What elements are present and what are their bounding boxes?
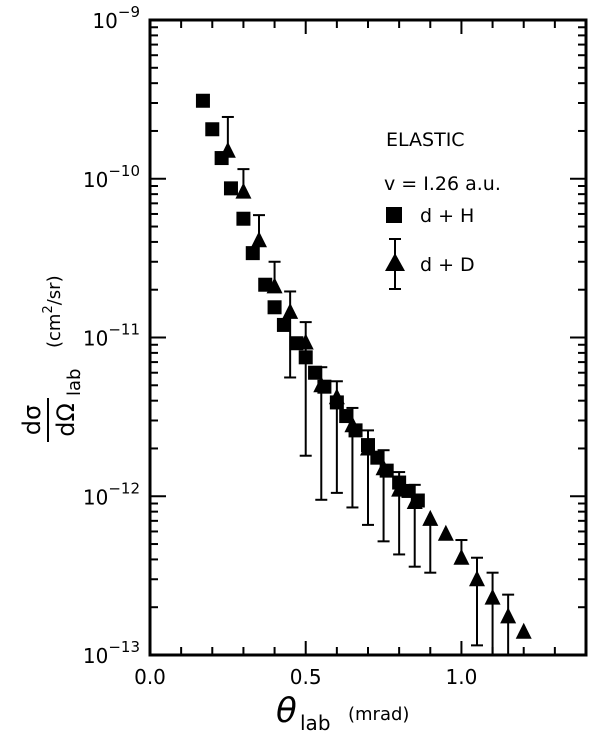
data-point-square (276, 317, 291, 332)
data-point-square (236, 211, 251, 226)
y-tick-label: 10−11 (83, 321, 140, 351)
data-point-triangle (297, 333, 314, 350)
data-point-square (308, 365, 323, 380)
x-axis-label: θ lab (mrad) (276, 691, 409, 732)
data-point-triangle (313, 376, 330, 393)
y-axis-unit-post: /sr) (44, 275, 65, 305)
error-bars (221, 115, 515, 656)
data-point-triangle (251, 231, 267, 248)
plot-frame (148, 18, 588, 657)
data-point-square (258, 277, 273, 292)
y-tick-label: 10−9 (92, 3, 140, 33)
data-point-triangle (266, 277, 283, 294)
data-point-square (205, 122, 220, 137)
legend-triangle-marker (385, 253, 405, 271)
data-point-square (195, 93, 210, 108)
data-point-triangle (515, 622, 532, 639)
y-tick-label: 10−12 (83, 479, 140, 509)
data-point-triangle (235, 182, 252, 199)
data-point-triangle (437, 524, 454, 541)
data-point-triangle (469, 570, 485, 587)
y-axis-ticks: 10−13 10−12 10−11 10−10 10−9 (83, 3, 586, 668)
data-point-triangle (500, 607, 517, 624)
y-axis-unit-sup: 2 (41, 305, 56, 313)
x-axis-unit: (mrad) (348, 704, 409, 725)
data-point-square (267, 300, 282, 315)
y-axis-label: dσ dΩ lab (cm2/sr) (18, 275, 85, 442)
legend: d + H d + D (385, 205, 475, 290)
data-point-triangle (219, 141, 236, 158)
y-axis-subscript: lab (64, 369, 85, 396)
data-point-triangle (282, 302, 299, 319)
data-point-triangle (344, 416, 361, 433)
y-tick-label: 10−10 (83, 162, 140, 192)
data-point-triangle (422, 509, 439, 526)
data-point-triangle (484, 588, 501, 605)
data-point-triangle (360, 439, 376, 456)
y-axis-unit: (cm2/sr) (41, 275, 65, 348)
data-point-square (223, 181, 238, 196)
x-tick-label: 1.0 (446, 665, 478, 689)
data-point-square (339, 409, 354, 424)
data-point-triangle (453, 548, 470, 565)
legend-label-dd: d + D (420, 254, 475, 276)
data-point-square (298, 350, 313, 365)
data-markers (195, 93, 532, 639)
data-point-triangle (391, 480, 408, 497)
data-point-triangle (375, 459, 392, 476)
y-axis-fraction-denominator: dΩ (52, 403, 80, 437)
annotation-elastic: ELASTIC (386, 129, 465, 151)
x-axis-symbol: θ (276, 691, 297, 731)
x-tick-label: 0.0 (134, 665, 166, 689)
legend-square-marker (386, 207, 402, 223)
x-tick-label: 0.5 (290, 665, 322, 689)
x-axis-ticks: 0.0 0.5 1.0 (134, 20, 556, 689)
data-point-triangle (328, 388, 345, 405)
data-point-triangle (406, 492, 423, 509)
annotation-velocity: v = I.26 a.u. (384, 173, 501, 195)
x-axis-subscript: lab (300, 711, 331, 732)
legend-label-dh: d + H (420, 205, 474, 227)
data-point-square (245, 246, 260, 261)
y-tick-label: 10−13 (83, 638, 140, 668)
y-axis-unit-pre: (cm (44, 314, 65, 348)
y-axis-fraction-numerator: dσ (18, 405, 46, 435)
